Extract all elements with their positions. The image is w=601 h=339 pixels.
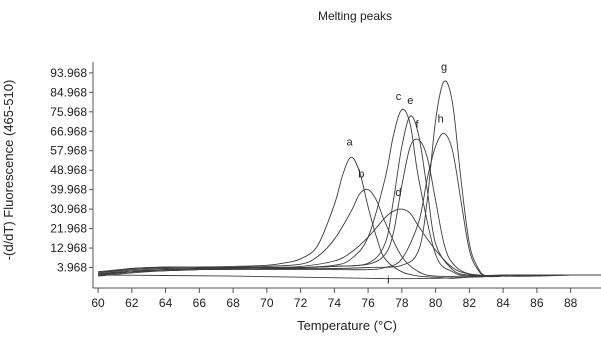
y-tick-label: 21.968 [50,222,87,236]
x-tick-label: 62 [125,296,139,310]
peak-label-group: a b c ef d g h i [346,62,447,287]
y-tick-label: 30.968 [50,202,87,216]
peak-label-f: f [416,119,420,131]
x-axis-label: Temperature (°C) [297,318,397,333]
peak-label-e: e [407,95,413,107]
peak-label-b: b [358,169,364,181]
x-tick-label: 64 [159,296,173,310]
peak-label-d: d [395,187,401,199]
x-tick-label: 78 [395,296,409,310]
peak-label-g: g [441,62,447,74]
series-line-h [98,132,601,278]
series-line-c [98,108,601,277]
y-axis-label: -(d/dT) Fluorescence (465-510) [1,80,16,261]
series-line-b [98,188,601,277]
series-line-i [98,274,601,280]
y-tick-label: 66.968 [50,124,87,138]
y-tick-label: 3.968 [57,261,87,275]
x-tick-label: 82 [463,296,477,310]
y-tick-label: 57.968 [50,144,87,158]
peak-label-h: h [438,114,444,126]
x-tick-label: 60 [91,296,105,310]
x-tick-label: 80 [429,296,443,310]
y-tick-label: 75.968 [50,105,87,119]
peak-label-a: a [346,136,353,148]
x-tick-label: 88 [564,296,578,310]
x-tick-label: 72 [294,296,308,310]
y-tick-label: 39.968 [50,183,87,197]
x-tick-label: 74 [328,296,342,310]
series-group [98,80,601,280]
x-tick-label: 86 [530,296,544,310]
y-tick-label: 93.968 [50,66,87,80]
x-tick-label: 76 [361,296,375,310]
series-line-g [98,80,601,278]
peak-label-c: c [396,91,402,103]
y-tick-label: 84.968 [50,85,87,99]
x-tick-label: 70 [260,296,274,310]
y-tick-group: 3.968 12.968 21.968 30.968 39.968 48.968 57.96… [50,66,93,275]
chart-title: Melting peaks [318,9,392,23]
x-tick-label: 68 [226,296,240,310]
x-tick-group: 60 62 64 66 68 70 72 74 76 78 80 82 84 86 88 [91,288,578,310]
y-tick-label: 48.968 [50,163,87,177]
x-tick-label: 66 [193,296,207,310]
series-line-f [98,138,601,277]
peak-label-i: i [387,275,389,287]
x-tick-label: 84 [496,296,510,310]
y-tick-label: 12.968 [50,241,87,255]
